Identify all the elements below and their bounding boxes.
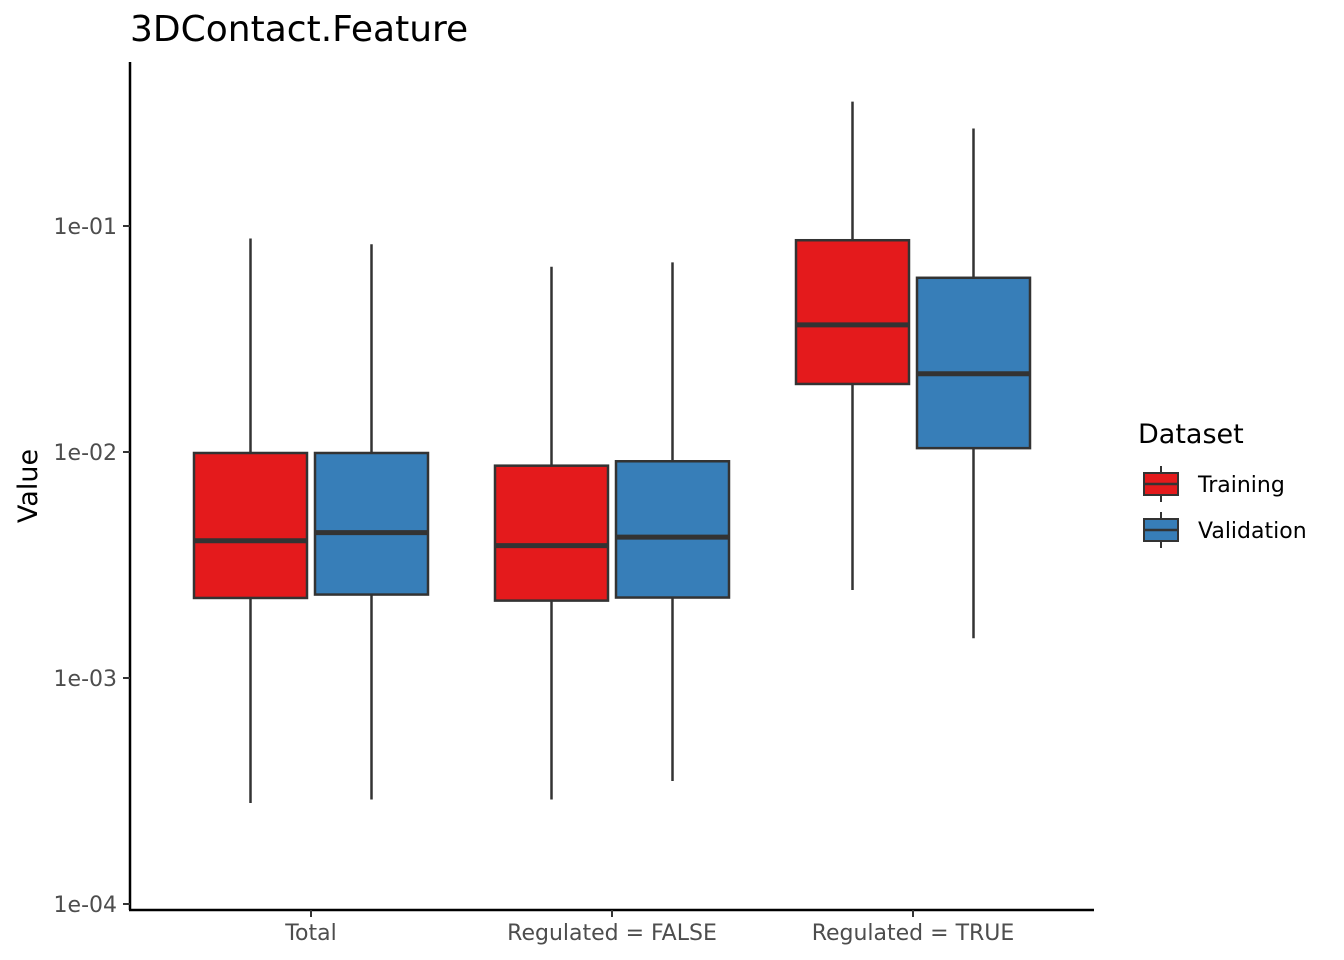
x-tick-label: Total — [284, 921, 336, 946]
box-training-1 — [493, 266, 610, 800]
y-tick-label: 1e-02 — [54, 441, 117, 466]
box-body — [192, 451, 309, 600]
legend-label: Training — [1197, 473, 1285, 498]
x-tick-label: Regulated = TRUE — [812, 921, 1015, 946]
box-validation-1 — [614, 262, 731, 782]
box-body — [915, 276, 1032, 450]
legend: Dataset Training Validation — [1138, 419, 1307, 548]
chart-title: 3DContact.Feature — [130, 9, 468, 50]
legend-item-validation: Validation — [1143, 512, 1307, 548]
box-validation-0 — [313, 244, 430, 800]
box-training-2 — [794, 101, 911, 591]
x-tick-label: Regulated = FALSE — [507, 921, 717, 946]
box-body — [794, 238, 911, 386]
legend-item-training: Training — [1143, 466, 1285, 502]
y-tick-label: 1e-04 — [54, 893, 117, 918]
x-axis-ticks: Total Regulated = FALSE Regulated = TRUE — [284, 910, 1014, 946]
box-body — [614, 460, 731, 599]
box-body — [493, 464, 610, 602]
plot-area — [192, 101, 1032, 803]
box-training-0 — [192, 238, 309, 803]
y-axis-title: Value — [13, 449, 44, 523]
legend-title: Dataset — [1138, 419, 1244, 450]
y-tick-label: 1e-03 — [54, 667, 117, 692]
box-validation-2 — [915, 128, 1032, 639]
box-body — [313, 451, 430, 596]
y-tick-label: 1e-01 — [54, 215, 117, 240]
y-axis-ticks: 1e-04 1e-03 1e-02 1e-01 — [54, 215, 130, 918]
legend-label: Validation — [1198, 519, 1307, 544]
